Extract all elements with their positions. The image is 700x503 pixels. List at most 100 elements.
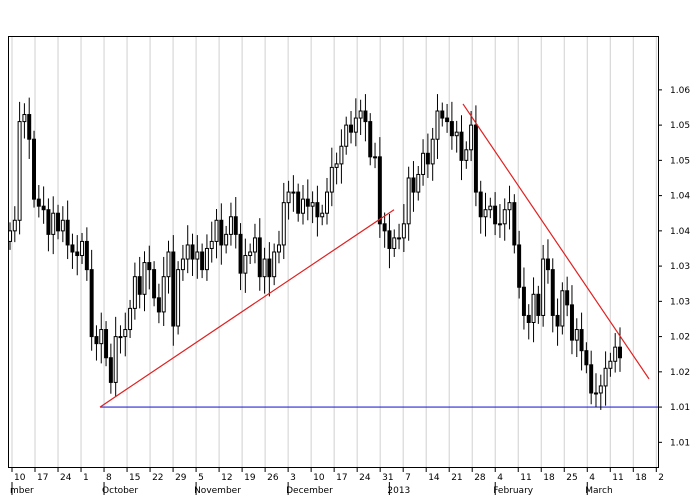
x-tick-label: 4 xyxy=(497,473,503,483)
candle-body-down xyxy=(219,219,224,246)
candle xyxy=(228,202,233,246)
candle-body-up xyxy=(421,152,426,175)
candle-body-up xyxy=(593,392,598,395)
candle-body-up xyxy=(276,244,281,253)
candle-body-down xyxy=(493,205,498,225)
candle xyxy=(531,277,536,343)
y-tick-label: 1.01 xyxy=(670,403,690,413)
candle xyxy=(565,276,570,317)
candle xyxy=(488,197,493,219)
candle-body-down xyxy=(147,262,152,271)
candle xyxy=(603,351,608,406)
candle-body-up xyxy=(252,237,257,253)
candle-body-down xyxy=(536,293,541,316)
candle xyxy=(401,204,406,252)
candle xyxy=(329,147,334,207)
candle xyxy=(248,243,253,264)
candle-body-up xyxy=(80,240,85,257)
x-tick-label: 18 xyxy=(543,473,555,483)
candle xyxy=(195,235,200,279)
candle-body-down xyxy=(84,240,89,271)
candle xyxy=(32,130,37,208)
candle xyxy=(618,327,622,372)
x-tick-label: 17 xyxy=(37,473,48,483)
candle-body-up xyxy=(541,258,546,316)
x-tick-label: 22 xyxy=(152,473,163,483)
vertical-gridlines xyxy=(11,37,657,467)
candle-body-up xyxy=(334,163,339,168)
candle-body-down xyxy=(445,117,450,123)
candle xyxy=(12,206,17,243)
candle-body-down xyxy=(56,212,61,232)
candle-body-up xyxy=(464,149,469,161)
candle-body-up xyxy=(118,336,123,339)
candle-body-down xyxy=(32,138,37,200)
candle xyxy=(224,225,229,254)
candle-body-down xyxy=(387,230,392,249)
candle-body-up xyxy=(17,121,22,221)
candle xyxy=(344,116,349,155)
candle-body-up xyxy=(598,385,603,394)
candle-body-up xyxy=(214,219,219,242)
candle-body-down xyxy=(257,237,262,278)
candle-body-up xyxy=(574,329,579,341)
candle-body-up xyxy=(320,212,325,218)
candle xyxy=(180,244,185,281)
x-tick-label: 4 xyxy=(589,473,595,483)
candle xyxy=(353,98,358,147)
candle-body-up xyxy=(180,258,185,271)
candle xyxy=(123,312,128,357)
candle-body-down xyxy=(349,124,354,133)
candle xyxy=(507,185,512,230)
plot-frame xyxy=(8,36,659,468)
candle xyxy=(377,137,382,238)
candle xyxy=(56,204,61,240)
candle xyxy=(94,325,99,361)
x-tick-label: 29 xyxy=(175,473,187,483)
candle xyxy=(152,261,157,307)
candle-body-up xyxy=(373,156,378,159)
y-axis: 1.01 1.01 1.02 1.02 1.03 1.03 1.04 1.04 1.05 1.05… xyxy=(658,86,690,448)
candle-body-down xyxy=(104,329,109,359)
candle xyxy=(358,99,363,135)
candle-body-down xyxy=(65,219,70,246)
candle xyxy=(483,192,488,237)
candle-body-down xyxy=(233,216,238,235)
candle xyxy=(176,261,181,335)
x-month-label: 2013 xyxy=(387,486,410,496)
candle xyxy=(257,218,262,291)
candle-body-down xyxy=(618,346,622,359)
candle xyxy=(608,352,613,377)
candle-body-up xyxy=(469,124,474,151)
candle-body-up xyxy=(358,110,363,119)
candle-body-down xyxy=(94,336,99,345)
candle xyxy=(613,333,618,373)
candle-body-up xyxy=(195,251,200,260)
y-tick-label: 1.03 xyxy=(670,262,690,272)
candlesticks xyxy=(8,94,622,410)
x-month-label: March xyxy=(585,486,612,496)
x-tick-label: 10 xyxy=(14,473,26,483)
candle-body-down xyxy=(152,269,157,299)
candle xyxy=(301,185,305,225)
x-month-label: October xyxy=(102,486,138,496)
candle-body-up xyxy=(430,138,435,165)
candle xyxy=(219,203,224,265)
candle-body-down xyxy=(449,121,454,137)
candle-body-down xyxy=(171,251,176,327)
candle-body-up xyxy=(344,124,349,147)
candle xyxy=(108,343,113,394)
candle xyxy=(574,318,579,358)
candle xyxy=(89,249,94,351)
candle xyxy=(286,180,291,220)
candle-body-down xyxy=(579,329,584,352)
x-month-label: February xyxy=(493,486,534,496)
candle xyxy=(382,212,387,248)
candle xyxy=(8,222,12,250)
candle xyxy=(368,113,373,166)
candle-body-down xyxy=(315,202,320,218)
candle xyxy=(325,177,329,225)
candle xyxy=(113,316,118,397)
candle xyxy=(545,239,550,284)
